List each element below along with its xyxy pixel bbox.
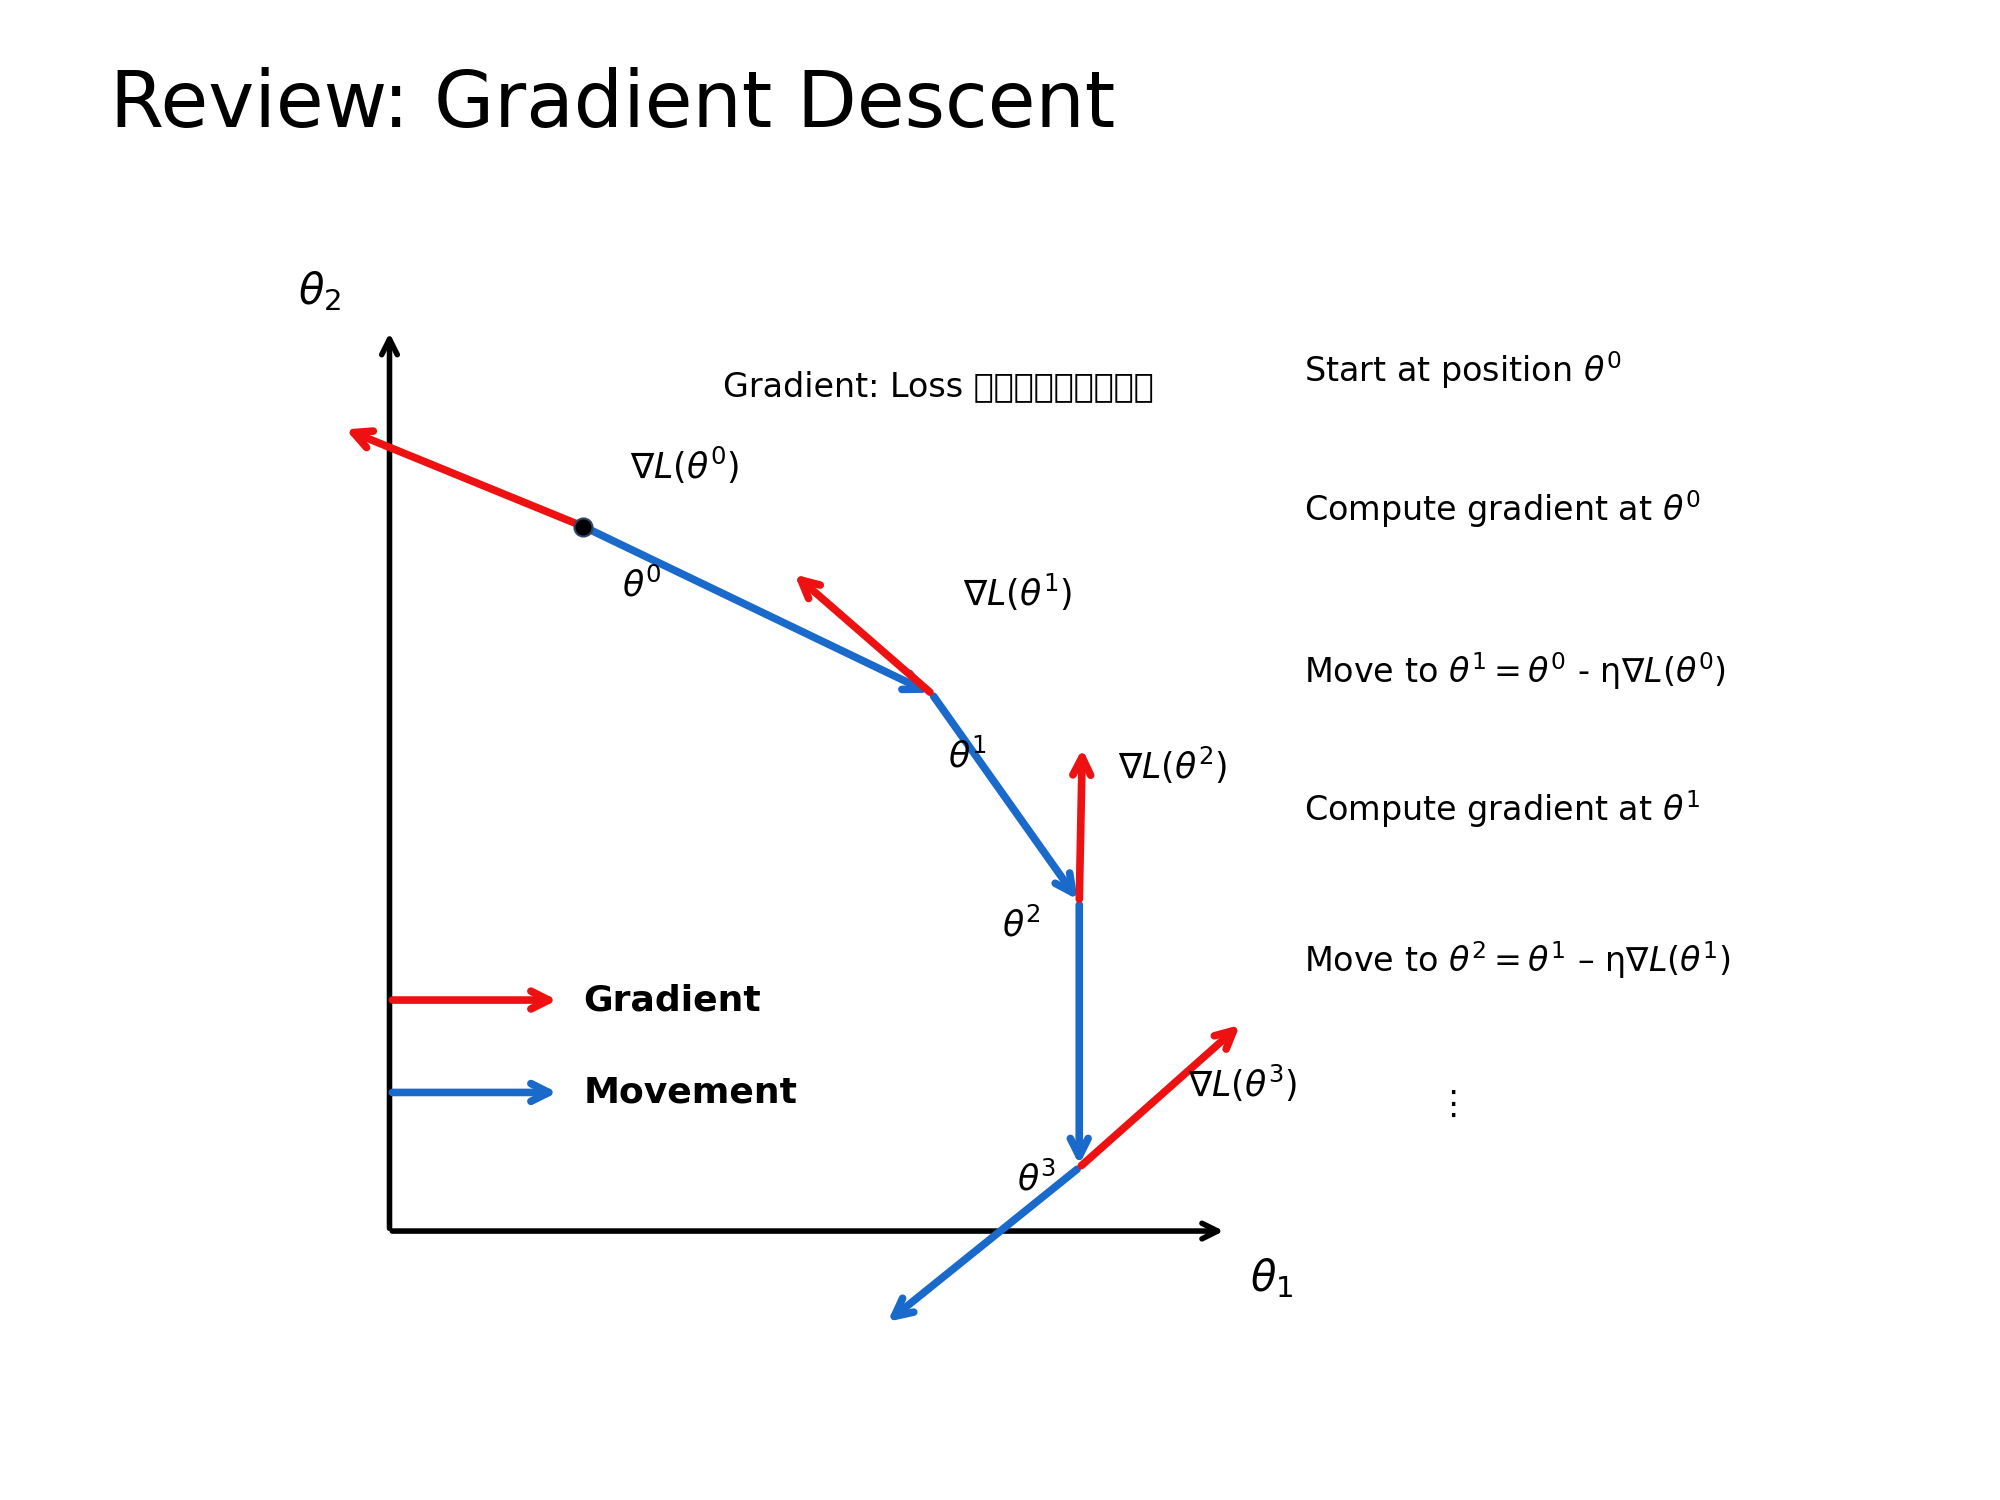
Text: Compute gradient at $\theta^0$: Compute gradient at $\theta^0$ (1304, 489, 1700, 530)
Text: $\nabla L(\theta^0)$: $\nabla L(\theta^0)$ (630, 446, 738, 486)
Text: Start at position $\theta^0$: Start at position $\theta^0$ (1304, 350, 1622, 392)
Text: $\nabla L(\theta^1)$: $\nabla L(\theta^1)$ (964, 572, 1072, 614)
Text: Move to $\theta^1 = \theta^0$ - $\mathrm{\eta}\nabla L(\theta^0)$: Move to $\theta^1 = \theta^0$ - $\mathrm… (1304, 650, 1726, 692)
Text: $\theta_2$: $\theta_2$ (298, 268, 342, 314)
Text: $\theta^1$: $\theta^1$ (948, 738, 986, 774)
Text: $\theta^0$: $\theta^0$ (622, 567, 662, 603)
Text: Gradient: Gradient (584, 982, 760, 1017)
Text: $\nabla L(\theta^3)$: $\nabla L(\theta^3)$ (1188, 1064, 1296, 1104)
Text: Review: Gradient Descent: Review: Gradient Descent (110, 68, 1116, 144)
Text: $\nabla L(\theta^2)$: $\nabla L(\theta^2)$ (1118, 746, 1228, 786)
Text: $\theta^3$: $\theta^3$ (1016, 1161, 1056, 1198)
Text: Gradient: Loss 的等高線的法線方向: Gradient: Loss 的等高線的法線方向 (722, 370, 1154, 404)
Text: Compute gradient at $\theta^1$: Compute gradient at $\theta^1$ (1304, 789, 1700, 831)
Text: $\theta^2$: $\theta^2$ (1002, 908, 1040, 944)
Text: Movement: Movement (584, 1076, 798, 1110)
Text: Move to $\theta^2 = \theta^1$ – $\mathrm{\eta}\nabla L(\theta^1)$: Move to $\theta^2 = \theta^1$ – $\mathrm… (1304, 939, 1730, 981)
Text: $\theta_1$: $\theta_1$ (1250, 1257, 1294, 1300)
Text: $\vdots$: $\vdots$ (1436, 1088, 1456, 1120)
